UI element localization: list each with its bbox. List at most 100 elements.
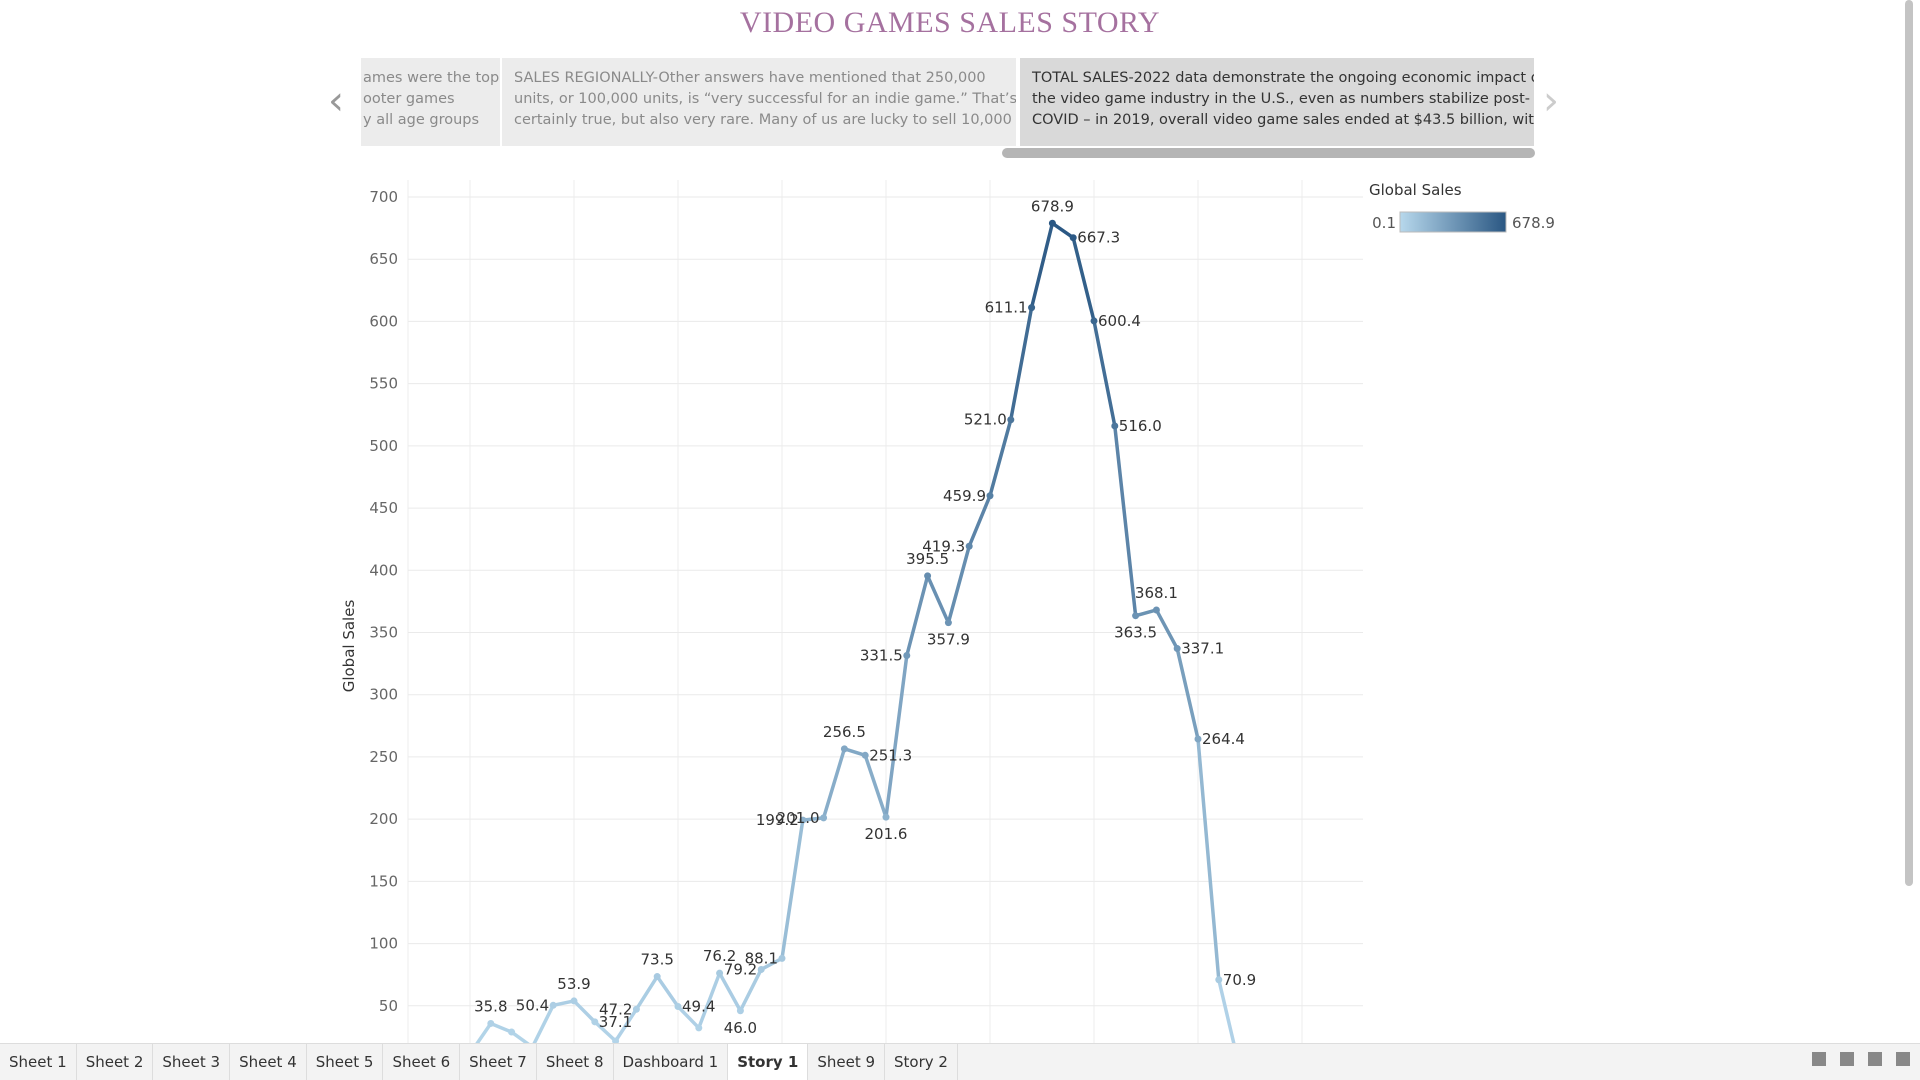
line-segment <box>821 747 847 820</box>
line-segment <box>1050 221 1075 240</box>
data-label: 667.3 <box>1077 229 1120 247</box>
data-label: 368.1 <box>1135 584 1178 602</box>
y-tick-label: 500 <box>369 437 398 455</box>
data-point <box>632 1005 640 1013</box>
data-label: 331.5 <box>860 647 903 665</box>
sheet-tab[interactable]: Sheet 2 <box>77 1044 154 1080</box>
line-segment <box>1133 608 1159 618</box>
caption-line: COVID – in 2019, overall video game sale… <box>1032 112 1534 128</box>
line-segment <box>925 574 951 625</box>
data-point <box>799 816 807 824</box>
data-label: 363.5 <box>1114 624 1157 642</box>
legend-title: Global Sales <box>1369 181 1462 199</box>
caption-line: y all age groups <box>363 112 480 128</box>
caption-line: SALES REGIONALLY-Other answers have ment… <box>514 70 986 86</box>
icon[interactable] <box>1812 1052 1826 1066</box>
data-point <box>1111 422 1119 430</box>
y-tick-label: 300 <box>369 686 398 704</box>
data-point <box>1173 645 1181 653</box>
sheet-tab[interactable]: Story 2 <box>885 1044 958 1080</box>
line-segment <box>1113 424 1138 618</box>
data-point <box>716 969 724 977</box>
y-tick-label: 150 <box>369 872 398 890</box>
sheet-tab[interactable]: Sheet 8 <box>537 1044 614 1080</box>
line-segment <box>884 653 909 819</box>
data-point <box>1090 317 1098 325</box>
line-segment <box>717 971 743 1013</box>
sheet-tab[interactable]: Sheet 6 <box>383 1044 461 1080</box>
line-segment <box>551 999 576 1008</box>
caption-line: ames were the top <box>363 70 500 86</box>
legend-ramp <box>1399 211 1507 233</box>
data-point <box>944 619 952 627</box>
data-point <box>549 1001 557 1009</box>
data-label: 47.2 <box>599 1000 632 1018</box>
story-point[interactable]: ames were the top ooter games y all age gr… <box>361 58 500 146</box>
data-label: 50.4 <box>516 996 549 1014</box>
data-point <box>736 1007 744 1015</box>
sheet-tab[interactable]: Story 1 <box>728 1044 809 1080</box>
data-label: 37.1 <box>599 1013 632 1031</box>
sheet-tab[interactable]: Sheet 3 <box>153 1044 231 1080</box>
sheet-tab[interactable]: Sheet 9 <box>808 1044 886 1080</box>
icon[interactable] <box>1868 1052 1882 1066</box>
data-point <box>1194 735 1202 743</box>
data-label: 459.9 <box>943 487 986 505</box>
caption-line: units, or 100,000 units, is “very succes… <box>514 91 1016 107</box>
data-label: 395.5 <box>906 550 949 568</box>
data-label: 53.9 <box>557 975 590 993</box>
y-tick-label: 250 <box>369 748 398 766</box>
caption-scrollbar[interactable] <box>1002 148 1535 158</box>
data-label: 264.4 <box>1202 730 1245 748</box>
y-tick-label: 100 <box>369 935 398 953</box>
story-title: VIDEO GAMES SALES STORY <box>739 6 1161 39</box>
data-point <box>612 1037 620 1043</box>
line-segment <box>1029 221 1055 310</box>
line-segment <box>1154 608 1179 651</box>
line-segment <box>655 974 680 1009</box>
data-label: 201.6 <box>865 825 908 843</box>
line-segment <box>738 967 763 1013</box>
data-label: 251.3 <box>869 746 912 764</box>
data-label: 70.9 <box>1223 971 1256 989</box>
caption-line: ooter games <box>363 91 455 107</box>
icon[interactable] <box>1840 1052 1854 1066</box>
data-point <box>591 1018 599 1026</box>
data-point <box>1048 219 1056 227</box>
line-segment <box>532 1003 555 1043</box>
data-label: 199.2 <box>756 811 799 829</box>
line-segment <box>1009 305 1034 422</box>
data-label: 76.2 <box>703 947 736 965</box>
data-label: 201.0 <box>777 809 820 827</box>
icon[interactable] <box>1896 1052 1910 1066</box>
data-label: 73.5 <box>640 951 673 969</box>
data-point <box>820 814 828 822</box>
sheet-tab[interactable]: Sheet 4 <box>230 1044 307 1080</box>
line-segment <box>475 1021 493 1043</box>
data-point <box>487 1019 495 1027</box>
prev-arrow[interactable]: ‹ <box>328 78 344 124</box>
sheet-tab[interactable]: Sheet 7 <box>460 1044 537 1080</box>
data-label: 49.4 <box>682 998 715 1016</box>
data-point <box>1028 304 1036 312</box>
data-label: 35.8 <box>474 997 507 1015</box>
data-point <box>965 542 973 550</box>
data-point <box>1069 234 1077 242</box>
story-point[interactable]: TOTAL SALES-2022 data demonstrate the on… <box>1020 58 1534 146</box>
vertical-scrollbar[interactable] <box>1905 0 1913 886</box>
sheet-tab[interactable]: Sheet 1 <box>0 1044 77 1080</box>
line-segment <box>634 974 659 1012</box>
data-label: 357.9 <box>927 631 970 649</box>
sheet-tabs: Sheet 1 Sheet 2 Sheet 3 Sheet 4 Sheet 5 Sheet… <box>0 1043 1920 1080</box>
legend-min: 0.1 <box>1372 214 1396 232</box>
line-segment <box>842 747 867 758</box>
line-segment <box>613 1007 639 1043</box>
data-label: 678.9 <box>1031 197 1074 215</box>
story-point[interactable]: SALES REGIONALLY-Other answers have ment… <box>502 58 1016 146</box>
line-segment <box>780 818 805 961</box>
next-arrow[interactable]: › <box>1543 78 1559 124</box>
sheet-tab[interactable]: Sheet 5 <box>307 1044 384 1080</box>
sheet-tab[interactable]: Dashboard 1 <box>614 1044 729 1080</box>
data-point <box>840 745 848 753</box>
data-point <box>986 492 994 500</box>
